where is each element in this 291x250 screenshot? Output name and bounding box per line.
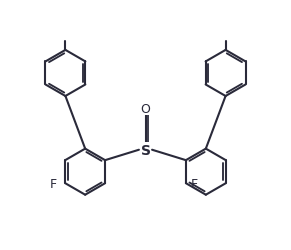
Text: S: S [141, 143, 150, 157]
Text: O: O [141, 102, 150, 115]
Text: F: F [50, 177, 57, 190]
Text: F: F [191, 177, 198, 190]
